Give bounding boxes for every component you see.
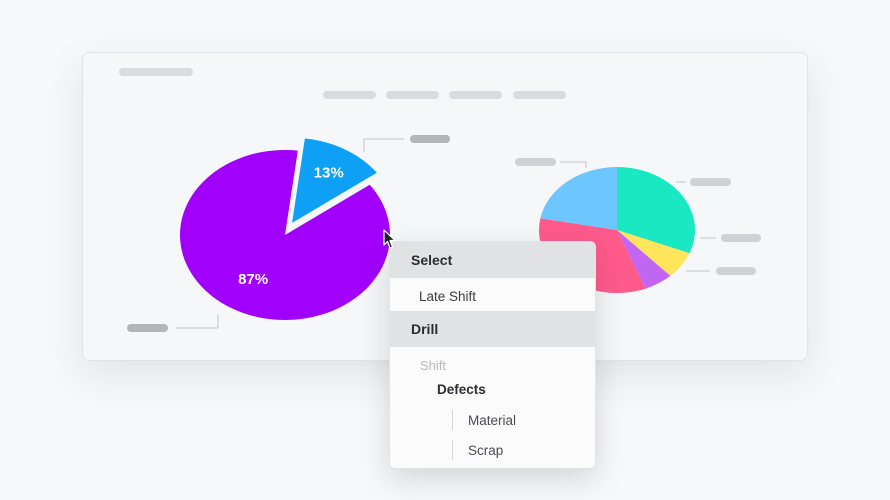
drill-level-shift: Shift bbox=[390, 351, 595, 379]
tab-placeholder-2[interactable] bbox=[386, 91, 439, 99]
drill-option-material[interactable]: Material bbox=[390, 406, 595, 434]
drill-option-label: Material bbox=[468, 412, 517, 428]
leader-lines bbox=[176, 138, 716, 329]
slice-value-label: 87% bbox=[238, 271, 268, 288]
pie-slice[interactable] bbox=[617, 230, 690, 276]
leader-line bbox=[363, 138, 404, 152]
drill-section-header: Drill bbox=[390, 311, 595, 347]
pie-slice[interactable] bbox=[179, 149, 390, 320]
tab-placeholder-3[interactable] bbox=[449, 91, 502, 99]
pie-slice[interactable] bbox=[292, 138, 377, 223]
select-section-header: Select bbox=[390, 242, 595, 278]
slice-label-placeholder bbox=[127, 324, 168, 332]
tab-placeholder-4[interactable] bbox=[513, 91, 566, 99]
select-late-shift-item[interactable]: Late Shift bbox=[390, 281, 595, 311]
drill-option-label: Scrap bbox=[468, 442, 504, 458]
leader-line bbox=[176, 314, 219, 329]
select-item-label: Late Shift bbox=[419, 288, 477, 304]
context-menu: Select Late Shift Drill Shift Defects Ma… bbox=[389, 241, 596, 469]
slice-label-placeholder bbox=[721, 234, 761, 242]
drill-level-label: Shift bbox=[420, 357, 447, 373]
pie-slice[interactable] bbox=[617, 230, 671, 289]
leader-line bbox=[560, 161, 587, 168]
slice-label-placeholder bbox=[515, 158, 556, 166]
slice-label-placeholder bbox=[410, 135, 450, 143]
card-title-placeholder bbox=[119, 68, 193, 76]
slice-label-placeholder bbox=[690, 178, 731, 186]
slice-value-label: 13% bbox=[314, 164, 344, 181]
mouse-cursor-icon bbox=[383, 229, 396, 249]
select-header-label: Select bbox=[411, 252, 453, 268]
drill-header-label: Drill bbox=[411, 321, 439, 337]
pie-chart-shift[interactable]: 13% 87% bbox=[179, 138, 390, 320]
pie-slice[interactable] bbox=[617, 167, 695, 254]
slice-label-placeholder bbox=[716, 267, 756, 275]
tree-connector bbox=[452, 440, 453, 460]
drill-child-label: Defects bbox=[437, 381, 486, 397]
tree-connector bbox=[452, 410, 453, 430]
drill-option-scrap[interactable]: Scrap bbox=[390, 436, 595, 464]
tab-placeholder-1[interactable] bbox=[323, 91, 376, 99]
drill-defects-item[interactable]: Defects bbox=[390, 375, 595, 403]
pie-slice[interactable] bbox=[540, 167, 617, 230]
